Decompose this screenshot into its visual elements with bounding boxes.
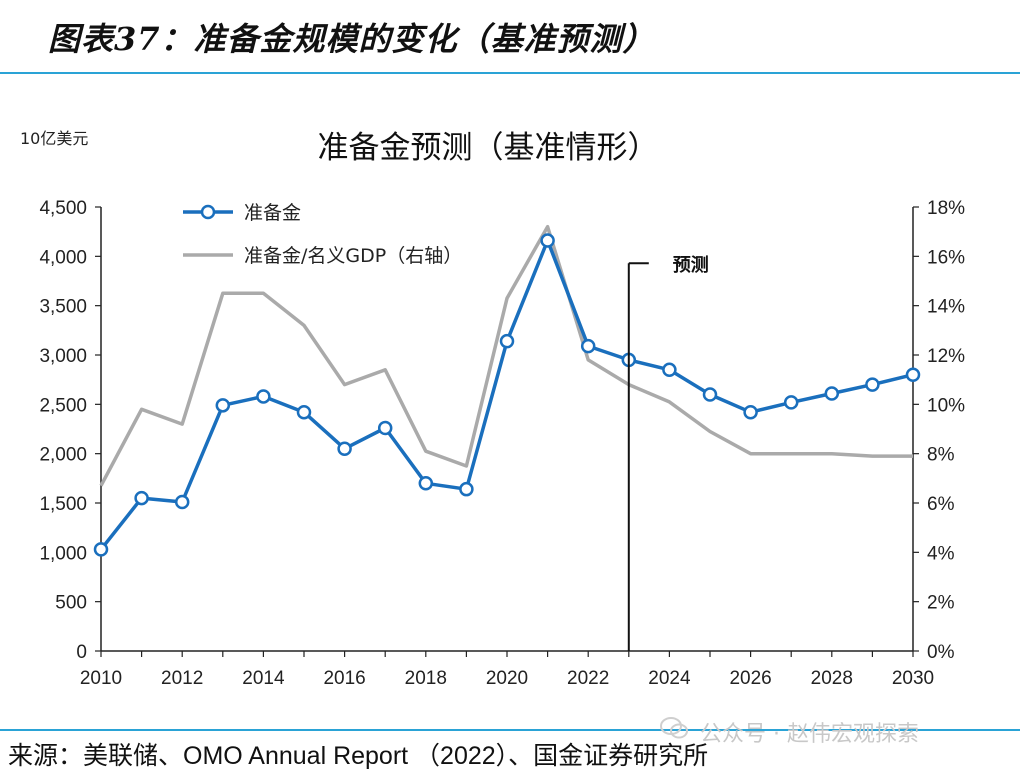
reserves-point [702,387,718,402]
left-tick-label: 1,000 [39,543,87,564]
left-tick-label: 4,000 [39,247,87,268]
reserves-point [824,386,840,401]
left-tick-label: 2,000 [39,445,87,466]
chart-title: 准备金预测（基准情形） [318,130,659,166]
reserves-point [418,476,434,491]
reserves-point [377,420,393,436]
reserves-point [540,233,555,248]
reserves-point [93,542,109,557]
legend-reserves-marker [200,204,216,220]
ratio-series-line [99,224,913,487]
x-tick-label: 2012 [161,668,203,689]
left-tick-label: 500 [55,593,87,614]
right-tick-label: 0% [927,642,955,663]
source-note: 来源：美联储、OMO Annual Report （2022）、国金证券研究所 [8,742,709,770]
figure-title: 图表37：准备金规模的变化（基准预测） [48,20,656,58]
x-tick-label: 2026 [729,668,771,689]
x-tick-label: 2022 [567,668,609,689]
x-tick-label: 2028 [811,668,853,689]
x-tick-label: 2024 [648,668,691,689]
x-tick-label: 2014 [242,668,285,689]
reserves-series-line [99,238,914,551]
x-tick-label: 2020 [486,668,528,689]
right-tick-label: 8% [927,445,955,466]
reserves-point [134,490,149,506]
forecast-label: 预测 [673,254,709,276]
x-tick-label: 2016 [323,668,365,689]
reserves-point [905,367,921,382]
left-tick-label: 1,500 [39,494,87,515]
right-tick-label: 16% [927,247,965,268]
reserves-point [499,333,515,349]
series-layer [93,224,921,557]
x-tick-label: 2030 [892,668,934,689]
reserves-point [296,404,312,420]
left-tick-label: 4,500 [39,198,87,219]
reserves-point [174,494,190,510]
reserves-point [783,395,799,410]
reserves-point [743,404,758,420]
left-tick-label: 3,000 [39,346,87,367]
left-tick-label: 2,500 [39,395,87,416]
right-tick-label: 6% [927,494,955,515]
right-tick-label: 2% [927,593,955,614]
reserves-point [580,338,596,354]
legend-ratio-label: 准备金/名义GDP（右轴） [244,245,462,267]
left-axis-unit: 10亿美元 [20,129,88,148]
reserves-point [459,481,474,497]
footer-divider [0,729,1020,731]
reserves-point [337,441,352,456]
right-tick-label: 18% [927,198,965,219]
right-tick-label: 4% [927,543,955,564]
legend-reserves-label: 准备金 [244,202,301,224]
reserves-chart: 准备金预测（基准情形） 10亿美元 0 500 1,000 1,500 2,000 2,5… [20,129,965,689]
axes: 0 500 1,000 1,500 2,000 2,500 3,000 3,500 4,000 4… [39,198,965,689]
right-tick-label: 10% [927,395,965,416]
reserves-point [215,398,231,413]
watermark: 公众号 · 赵伟宏观探索 [700,722,919,747]
left-tick-label: 3,500 [39,297,87,318]
reserves-point [662,362,677,378]
right-tick-label: 14% [927,297,965,318]
reserves-point [256,389,271,404]
right-tick-label: 12% [927,346,965,367]
x-tick-label: 2018 [405,668,447,689]
figure-header: 图表37：准备金规模的变化（基准预测） [0,0,1020,74]
reserves-point [865,377,880,392]
wechat-icon [660,717,688,739]
left-tick-label: 0 [76,642,87,663]
x-tick-label: 2010 [80,668,122,689]
forecast-marker: 预测 [627,254,709,651]
